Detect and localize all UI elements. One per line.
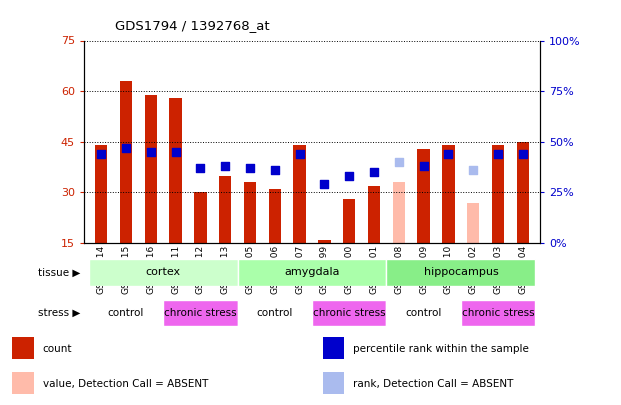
Text: amygdala: amygdala bbox=[284, 267, 340, 277]
Bar bbox=[323, 337, 344, 360]
Text: percentile rank within the sample: percentile rank within the sample bbox=[353, 344, 529, 354]
Bar bbox=[269, 189, 281, 243]
Text: cortex: cortex bbox=[146, 267, 181, 277]
Bar bbox=[323, 372, 344, 394]
Bar bbox=[89, 259, 238, 286]
Bar bbox=[368, 185, 380, 243]
Bar bbox=[12, 337, 34, 360]
Bar bbox=[492, 145, 504, 243]
Point bbox=[468, 167, 478, 173]
Bar bbox=[442, 145, 455, 243]
Text: control: control bbox=[406, 308, 442, 318]
Bar bbox=[238, 259, 386, 286]
Bar bbox=[318, 240, 330, 243]
Text: hippocampus: hippocampus bbox=[424, 267, 498, 277]
Point bbox=[319, 181, 329, 188]
Text: count: count bbox=[43, 344, 72, 354]
Point bbox=[245, 165, 255, 171]
Text: stress ▶: stress ▶ bbox=[39, 308, 81, 318]
Bar bbox=[145, 94, 157, 243]
Point bbox=[419, 163, 428, 169]
Point bbox=[344, 173, 354, 179]
Text: chronic stress: chronic stress bbox=[462, 308, 535, 318]
Bar bbox=[312, 300, 386, 326]
Bar bbox=[343, 199, 355, 243]
Point bbox=[369, 169, 379, 175]
Bar bbox=[386, 259, 535, 286]
Bar bbox=[120, 81, 132, 243]
Point bbox=[196, 165, 206, 171]
Bar bbox=[95, 145, 107, 243]
Bar bbox=[244, 182, 256, 243]
Bar bbox=[461, 300, 535, 326]
Text: tissue ▶: tissue ▶ bbox=[39, 267, 81, 277]
Text: GDS1794 / 1392768_at: GDS1794 / 1392768_at bbox=[115, 19, 270, 32]
Bar bbox=[467, 202, 479, 243]
Text: control: control bbox=[108, 308, 144, 318]
Text: chronic stress: chronic stress bbox=[164, 308, 237, 318]
Point bbox=[518, 151, 528, 157]
Point bbox=[295, 151, 305, 157]
Point bbox=[493, 151, 503, 157]
Point bbox=[394, 159, 404, 165]
Bar bbox=[12, 372, 34, 394]
Bar bbox=[194, 192, 207, 243]
Bar bbox=[219, 175, 232, 243]
Point bbox=[146, 149, 156, 155]
Bar bbox=[392, 182, 405, 243]
Point bbox=[121, 145, 131, 151]
Text: value, Detection Call = ABSENT: value, Detection Call = ABSENT bbox=[43, 379, 208, 389]
Point bbox=[96, 151, 106, 157]
Point bbox=[443, 151, 453, 157]
Bar bbox=[386, 300, 461, 326]
Bar bbox=[89, 300, 163, 326]
Bar bbox=[517, 142, 529, 243]
Bar bbox=[294, 145, 306, 243]
Bar bbox=[417, 149, 430, 243]
Text: control: control bbox=[256, 308, 293, 318]
Text: chronic stress: chronic stress bbox=[313, 308, 386, 318]
Point bbox=[171, 149, 181, 155]
Bar bbox=[170, 98, 182, 243]
Bar bbox=[163, 300, 238, 326]
Point bbox=[270, 167, 280, 173]
Text: rank, Detection Call = ABSENT: rank, Detection Call = ABSENT bbox=[353, 379, 514, 389]
Point bbox=[220, 163, 230, 169]
Bar bbox=[238, 300, 312, 326]
